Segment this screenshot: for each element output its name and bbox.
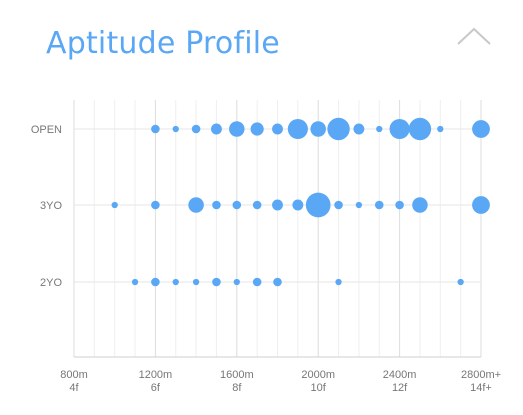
data-point (192, 278, 200, 286)
data-point (111, 201, 118, 209)
x-tick-label: 2800m+ (461, 369, 501, 381)
chart-points (111, 117, 490, 287)
data-point (287, 118, 308, 140)
data-point (389, 118, 410, 140)
data-point (211, 123, 222, 135)
data-point (334, 200, 343, 210)
data-point (212, 277, 221, 287)
page-title: Aptitude Profile (46, 26, 280, 61)
x-tick-label: 1600m (220, 369, 254, 381)
x-tick-sublabel: 10f (311, 382, 327, 394)
data-point (457, 278, 464, 286)
data-point (151, 277, 160, 287)
data-point (131, 278, 139, 286)
data-point (151, 124, 160, 134)
data-point (355, 201, 363, 209)
data-point (252, 200, 262, 210)
data-point (310, 121, 326, 137)
data-point (437, 125, 444, 133)
data-point (353, 123, 365, 135)
data-point (191, 124, 201, 134)
x-tick-label: 1200m (139, 369, 173, 381)
x-tick-sublabel: 8f (232, 382, 242, 394)
data-point (305, 192, 331, 218)
x-tick-sublabel: 14f+ (470, 382, 492, 394)
data-point (472, 196, 490, 214)
x-tick-sublabel: 6f (151, 382, 161, 394)
y-tick-label: OPEN (31, 124, 62, 136)
data-point (212, 200, 221, 210)
data-point (232, 200, 242, 210)
data-point (272, 123, 283, 135)
data-point (172, 125, 179, 133)
data-point (327, 117, 350, 141)
data-point (250, 122, 264, 136)
data-point (412, 197, 428, 213)
data-point (408, 117, 432, 141)
data-point (151, 200, 160, 210)
data-point (229, 121, 245, 137)
chevron-up-icon (457, 27, 491, 45)
data-point (233, 278, 240, 286)
data-point (395, 200, 404, 210)
y-tick-label: 2YO (40, 277, 62, 289)
y-tick-label: 3YO (40, 200, 62, 212)
collapse-button[interactable] (454, 22, 494, 50)
x-tick-label: 800m (60, 369, 88, 381)
data-point (272, 199, 283, 211)
data-point (472, 120, 490, 138)
x-tick-label: 2400m (383, 369, 417, 381)
data-point (252, 277, 262, 287)
x-tick-label: 2000m (301, 369, 335, 381)
data-point (188, 197, 204, 213)
data-point (374, 200, 384, 210)
data-point (172, 278, 179, 286)
data-point (376, 125, 383, 133)
chart-grid (73, 100, 482, 358)
x-tick-sublabel: 4f (69, 382, 79, 394)
data-point (273, 277, 282, 287)
x-tick-sublabel: 12f (392, 382, 408, 394)
data-point (292, 199, 304, 211)
data-point (335, 278, 342, 286)
